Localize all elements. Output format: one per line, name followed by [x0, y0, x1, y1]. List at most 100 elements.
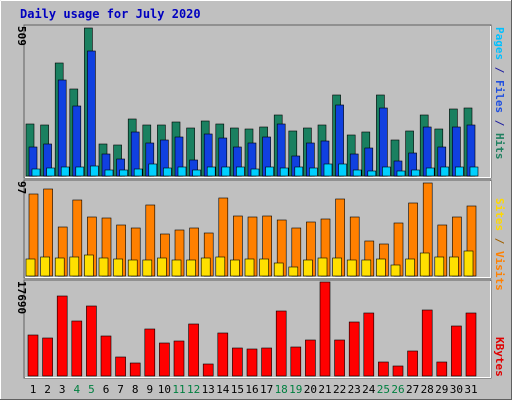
kbytes-ylabel-part-0: KBytes	[493, 337, 506, 377]
visits-sites-bar-day-12	[186, 259, 196, 277]
x-tick-label-day-12: 12	[187, 383, 200, 396]
kbytes-kbytes-bar-day-18	[275, 310, 287, 377]
panel-pages-ymax-label: 509	[15, 26, 28, 46]
pages-files-bar-day-4	[72, 105, 82, 177]
kbytes-kbytes-bar-day-27	[407, 350, 418, 377]
visits-sites-bar-day-20	[303, 259, 313, 277]
pages-pages-bar-day-25	[382, 166, 391, 177]
pages-pages-bar-day-8	[133, 168, 143, 177]
visits-sites-bar-day-2	[40, 256, 50, 277]
x-tick-label-day-9: 9	[146, 383, 153, 396]
visits-sites-bar-day-28	[419, 252, 430, 277]
kbytes-kbytes-bar-day-25	[378, 361, 389, 377]
pages-pages-bar-day-21	[323, 163, 333, 177]
pages-pages-bar-day-6	[104, 169, 114, 177]
pages-pages-bar-day-22	[338, 163, 347, 177]
panel-kbytes-ymax-label: 17690	[15, 281, 28, 314]
visits-sites-bar-day-30	[449, 256, 459, 277]
pages-pages-bar-day-14	[221, 166, 231, 177]
kbytes-kbytes-bar-day-16	[246, 348, 258, 377]
kbytes-kbytes-bar-day-14	[217, 332, 229, 377]
x-tick-label-day-25: 25	[377, 383, 390, 396]
kbytes-kbytes-bar-day-1	[27, 334, 39, 377]
pages-pages-bar-day-12	[192, 169, 201, 177]
visits-sites-bar-day-13	[200, 257, 211, 277]
kbytes-kbytes-bar-day-28	[421, 309, 433, 377]
visits-sites-bar-day-8	[127, 259, 138, 277]
pages-pages-bar-day-18	[279, 167, 289, 177]
pages-pages-bar-day-4	[75, 166, 85, 177]
x-tick-label-day-11: 11	[172, 383, 185, 396]
visits-sites-bar-day-21	[317, 257, 328, 277]
visits-sites-bar-day-19	[288, 266, 299, 277]
pages-ylabel-part-1: /	[493, 60, 506, 80]
kbytes-kbytes-bar-day-3	[56, 295, 68, 377]
visits-sites-bar-day-7	[113, 258, 123, 277]
pages-files-bar-day-3	[57, 79, 67, 177]
x-tick-label-day-22: 22	[333, 383, 346, 396]
visits-sites-bar-day-27	[405, 258, 415, 277]
pages-pages-bar-day-31	[469, 166, 479, 177]
visits-sites-bar-day-17	[259, 258, 269, 277]
x-tick-label-day-15: 15	[231, 383, 244, 396]
x-tick-label-day-4: 4	[73, 383, 80, 396]
pages-pages-bar-day-30	[455, 166, 464, 177]
pages-pages-bar-day-24	[367, 170, 377, 177]
visits-ylabel-part-0: Sites	[493, 198, 506, 231]
x-tick-label-day-23: 23	[348, 383, 361, 396]
visits-sites-bar-day-15	[230, 259, 240, 277]
pages-files-bar-day-25	[379, 107, 388, 177]
pages-pages-bar-day-5	[90, 165, 99, 177]
pages-pages-bar-day-17	[265, 166, 274, 177]
visits-sites-bar-day-4	[69, 256, 80, 277]
visits-sites-bar-day-10	[157, 257, 167, 277]
kbytes-kbytes-bar-day-29	[436, 361, 448, 377]
x-tick-label-day-31: 31	[464, 383, 477, 396]
x-tick-label-day-26: 26	[391, 383, 404, 396]
visits-sites-bar-day-1	[25, 258, 36, 277]
kbytes-kbytes-bar-day-17	[261, 347, 272, 377]
kbytes-kbytes-bar-day-4	[71, 320, 83, 377]
visits-ylabel-part-1: /	[493, 231, 506, 251]
kbytes-kbytes-bar-day-5	[86, 305, 97, 377]
chart-title: Daily usage for July 2020	[20, 7, 201, 21]
pages-pages-bar-day-2	[46, 167, 55, 177]
visits-sites-bar-day-5	[84, 254, 94, 277]
x-tick-label-day-7: 7	[117, 383, 124, 396]
visits-ylabel-part-2: Visits	[493, 251, 506, 291]
kbytes-kbytes-bar-day-6	[100, 335, 112, 377]
pages-pages-bar-day-26	[396, 170, 406, 177]
visits-sites-bar-day-23	[346, 259, 357, 277]
panel-kbytes-ylabel: KBytes	[493, 337, 506, 377]
kbytes-kbytes-bar-day-23	[348, 321, 360, 377]
panel-visits-ylabel: Sites / Visits	[493, 198, 506, 291]
pages-pages-bar-day-27	[411, 169, 420, 177]
x-tick-label-day-13: 13	[202, 383, 215, 396]
pages-pages-bar-day-10	[163, 167, 172, 177]
kbytes-kbytes-bar-day-26	[392, 365, 404, 377]
pages-pages-bar-day-23	[352, 169, 362, 177]
x-tick-label-day-24: 24	[362, 383, 376, 396]
visits-sites-bar-day-24	[361, 259, 372, 277]
pages-pages-bar-day-29	[440, 166, 450, 177]
panel-pages-ylabel: Pages / Files / Hits	[493, 27, 506, 160]
kbytes-kbytes-bar-day-22	[334, 339, 345, 377]
visits-sites-bar-day-29	[434, 256, 445, 277]
pages-pages-bar-day-15	[236, 166, 245, 177]
x-tick-label-day-21: 21	[318, 383, 331, 396]
x-axis-day-labels: 1 2 3 4 5 6 7 8 9 10 11 12 13 14 15 16 17 18 19 20 21 22 23 24 2…	[30, 383, 478, 396]
visits-sites-bar-day-22	[332, 257, 342, 277]
x-tick-label-day-2: 2	[44, 383, 51, 396]
pages-files-hits-panel: 509 Pages / Files / Hits	[15, 24, 506, 179]
pages-pages-bar-day-3	[60, 166, 70, 177]
visits-sites-bar-day-6	[98, 257, 109, 277]
pages-ylabel-part-2: Files	[493, 80, 506, 113]
x-tick-label-day-29: 29	[435, 383, 448, 396]
kbytes-kbytes-bar-day-12	[188, 323, 199, 377]
pages-pages-bar-day-16	[250, 168, 260, 177]
pages-files-bar-day-5	[87, 50, 96, 177]
kbytes-kbytes-bar-day-2	[42, 337, 53, 377]
x-tick-label-day-28: 28	[421, 383, 434, 396]
pages-pages-bar-day-13	[206, 166, 216, 177]
